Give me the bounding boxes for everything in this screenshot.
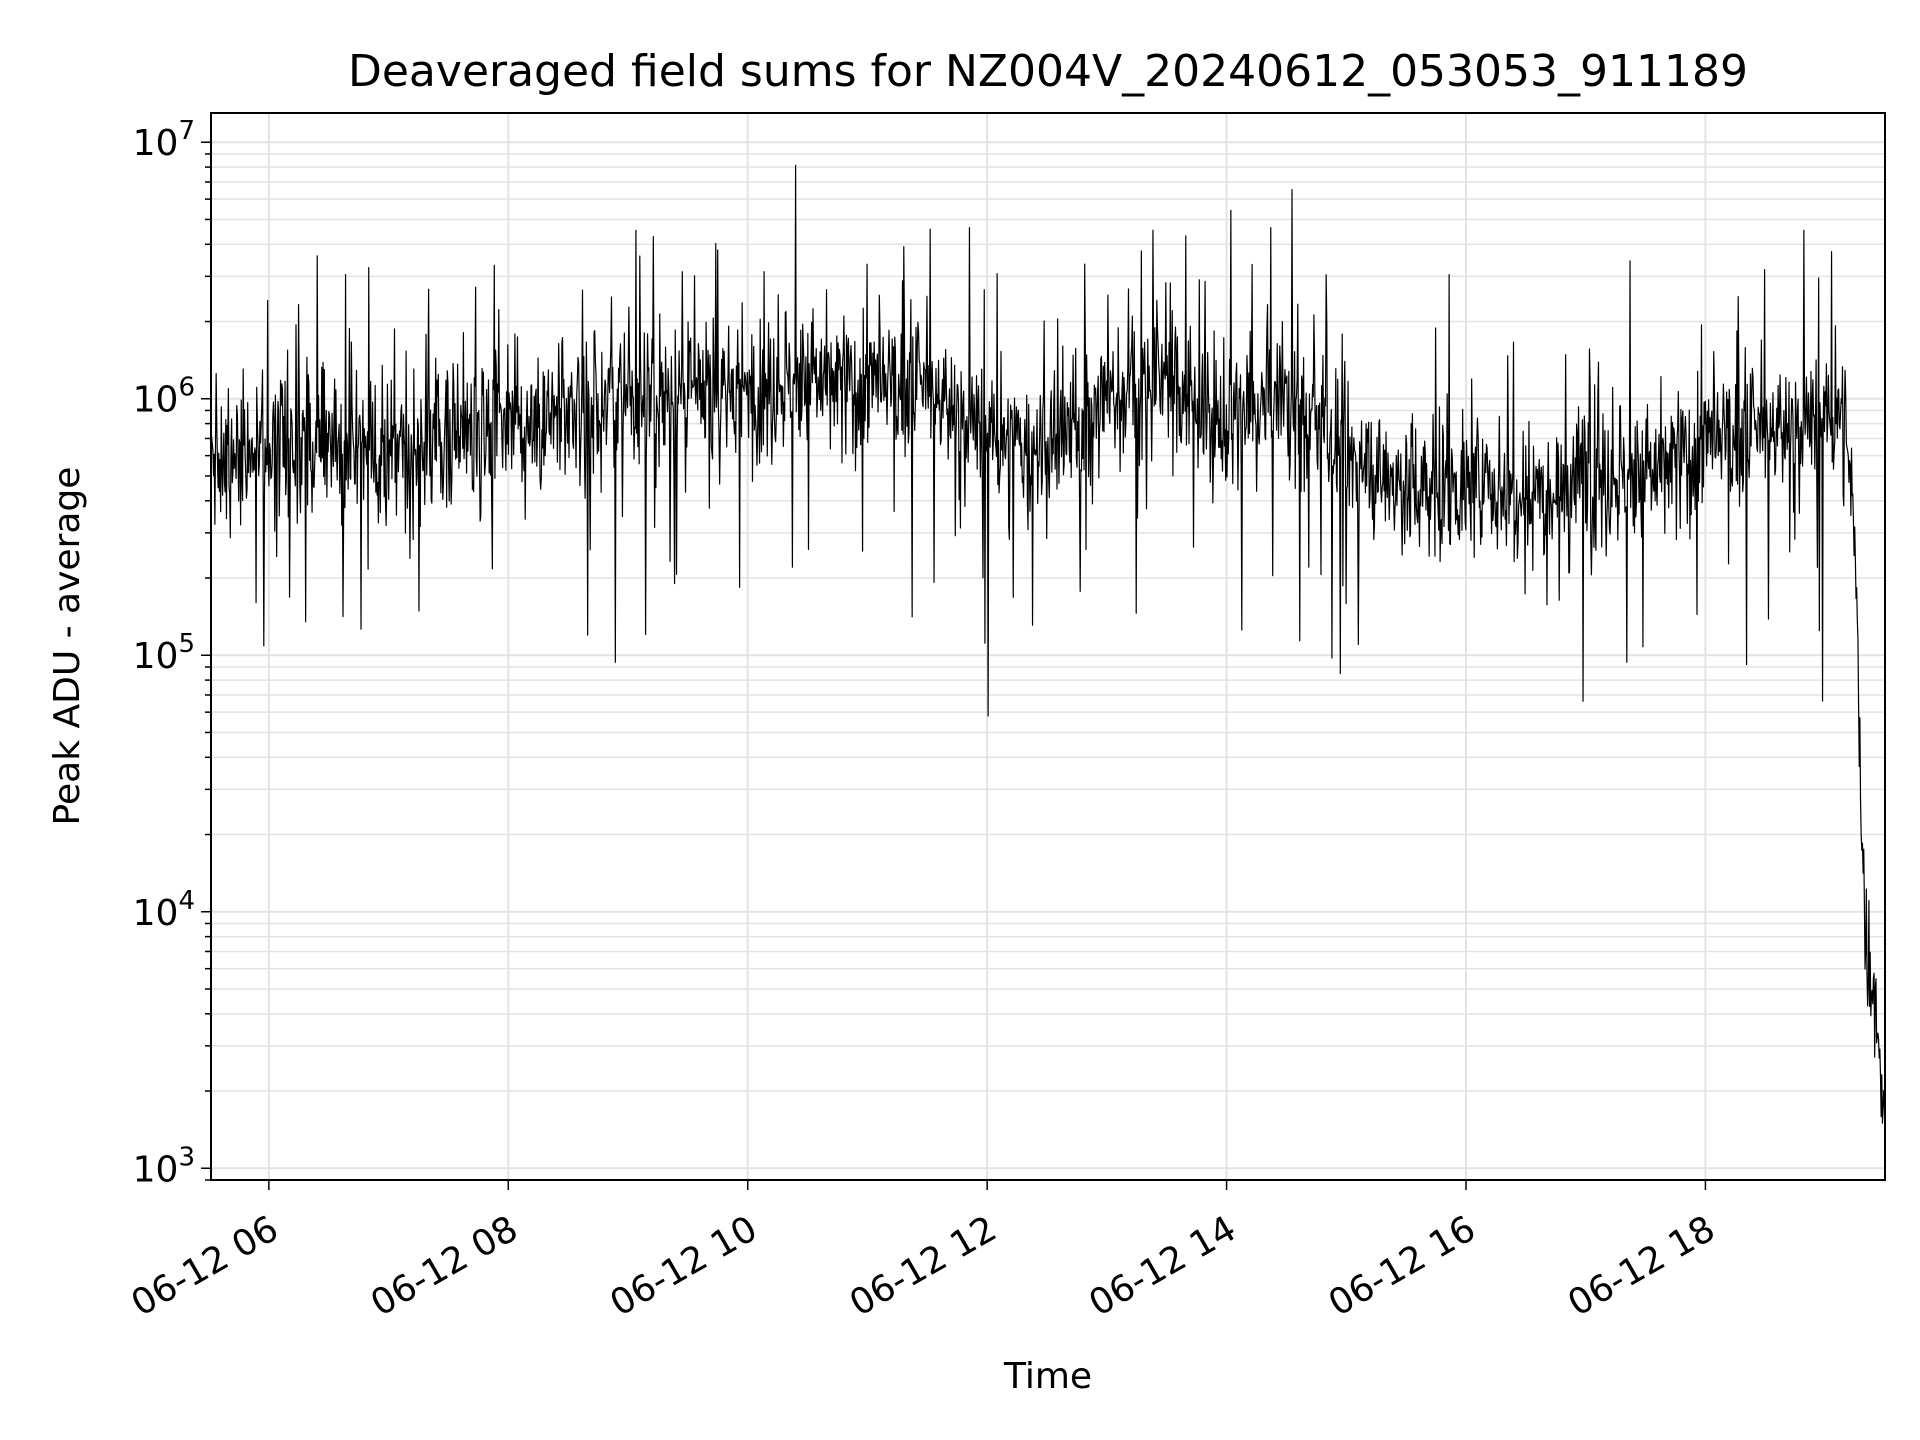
chart-title: Deaveraged field sums for NZ004V_2024061… — [348, 46, 1748, 97]
y-tick-label: 104 — [133, 886, 195, 934]
plot-frame — [210, 112, 1886, 1181]
x-axis-label: Time — [1003, 1356, 1092, 1397]
y-tick-label: 107 — [133, 116, 195, 164]
y-axis-label: Peak ADU - average — [47, 467, 88, 826]
y-tick-label: 106 — [133, 373, 195, 421]
grid-layer — [211, 113, 1885, 1181]
y-tick-label: 105 — [133, 629, 195, 677]
y-tick-label: 103 — [133, 1142, 195, 1190]
series-line — [210, 164, 1886, 1124]
